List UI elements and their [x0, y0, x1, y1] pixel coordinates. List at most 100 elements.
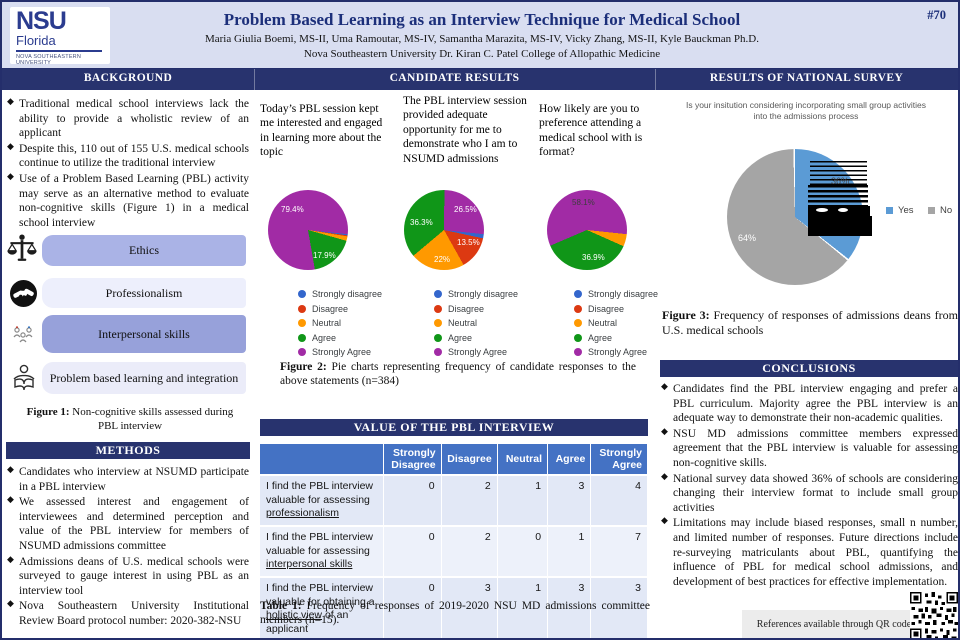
poster-title: Problem Based Learning as an Interview T… [223, 10, 741, 29]
legend-dot [574, 304, 582, 313]
legend-label: Strongly disagree [588, 289, 659, 300]
legend-label: Agree [588, 332, 613, 343]
table-cell: 4 [590, 474, 648, 527]
legend-dot [298, 333, 306, 342]
conclusions-bullet: NSU MD admissions committee members expr… [661, 427, 958, 471]
figure1-caption: Figure 1: Non-cognitive skills assessed … [16, 406, 244, 434]
legend-dot [298, 319, 306, 328]
figure1-caption-text: Non-cognitive skills assessed during PBL… [69, 406, 234, 432]
table-header: Strongly Disagree [383, 444, 442, 476]
pie3-legend: Strongly disagree Disagree Neutral Agree… [574, 287, 658, 360]
pie1-legend: Strongly disagree Disagree Neutral Agree… [298, 287, 382, 360]
figure3-caption-label: Figure 3: [662, 308, 710, 322]
legend-label: Yes [898, 205, 914, 216]
pie1-label-agree: 17.9% [313, 251, 336, 260]
legend-label: Neutral [448, 318, 478, 329]
render-artifact [808, 216, 872, 236]
legend-item: Agree [434, 331, 518, 346]
table-cell: 0 [383, 575, 442, 638]
statement-3: How likely are you to preference attendi… [539, 103, 643, 159]
column-separator [254, 69, 255, 90]
legend-item: Disagree [434, 302, 518, 317]
legend-label: Disagree [588, 303, 625, 314]
table-cell: 0 [383, 474, 442, 527]
table-cell: 2 [441, 474, 498, 527]
render-artifact [810, 161, 867, 185]
legend-label: Strongly Agree [312, 347, 372, 358]
table-row: I find the PBL interview valuable for ob… [260, 575, 648, 638]
table-cell: 1 [547, 525, 592, 577]
legend-dot [574, 319, 582, 328]
table-row: I find the PBL interview valuable for as… [260, 474, 648, 527]
table-cell: 1 [497, 575, 549, 638]
background-bullet: Traditional medical school interviews la… [7, 97, 249, 141]
poster-number: #70 [927, 8, 946, 22]
poster-authors: Maria Giulia Boemi, MS-II, Uma Ramoutar,… [204, 33, 759, 45]
table1-caption: Table 1: Frequency of responses of 2019-… [260, 599, 650, 628]
table-cell: 3 [590, 575, 648, 638]
figure2-caption-text: Pie charts representing frequency of can… [280, 361, 637, 388]
legend-item: Agree [574, 331, 658, 346]
methods-bullets: Candidates who interview at NSUMD partic… [7, 465, 249, 630]
figure3-legend-no: No [928, 205, 952, 216]
table-header: Neutral [497, 444, 549, 476]
pie2-label-disagree: 13.5% [457, 238, 480, 247]
figure3-legend-yes: Yes [886, 205, 914, 216]
value-table: Strongly Disagree Disagree Neutral Agree… [260, 444, 648, 638]
legend-dot [298, 290, 306, 299]
value-table-header: VALUE OF THE PBL INTERVIEW [260, 419, 648, 436]
render-artifact [808, 185, 868, 206]
figure2-caption-label: Figure 2: [280, 361, 327, 373]
header [2, 2, 958, 69]
legend-dot [574, 290, 582, 299]
people-group-icon [10, 323, 36, 347]
legend-item: Disagree [298, 302, 382, 317]
figure1-label-pbl: Problem based learning and integration [49, 370, 239, 385]
pie2-legend: Strongly disagree Disagree Neutral Agree… [434, 287, 518, 360]
table-cell: 3 [547, 474, 592, 527]
figure3-caption: Figure 3: Frequency of responses of admi… [662, 308, 958, 338]
conclusions-bullets: Candidates find the PBL interview engagi… [661, 382, 958, 590]
figure1-label-ethics: Ethics [129, 243, 159, 257]
qr-code [910, 592, 958, 638]
background-bullet: Use of a Problem Based Learning (PBL) ac… [7, 172, 249, 230]
legend-dot [574, 348, 582, 357]
table-header-blank [260, 444, 384, 476]
legend-dot [434, 290, 442, 299]
legend-label: Strongly disagree [312, 289, 383, 300]
legend-item: Neutral [434, 316, 518, 331]
table-header: Strongly Agree [590, 444, 648, 476]
nsu-logo: NSU Florida NOVA SOUTHEASTERN UNIVERSITY [10, 7, 110, 66]
pie3-label-strongly-agree: 58.1% [572, 198, 595, 207]
statement-1: Today’s PBL session kept me interested a… [260, 103, 383, 159]
scales-icon [6, 233, 38, 267]
handshake-icon [8, 278, 38, 308]
pie2-label-neutral: 22% [434, 255, 451, 264]
reading-person-icon [9, 362, 39, 392]
figure1-banner-interpersonal: Interpersonal skills [42, 315, 246, 353]
section-header-candidate-results: CANDIDATE RESULTS [389, 72, 520, 84]
background-bullet: Despite this, 110 out of 155 U.S. medica… [7, 142, 249, 171]
table-cell: 0 [497, 525, 549, 577]
legend-label: Disagree [448, 303, 485, 314]
pie-chart-preference [547, 190, 627, 270]
conclusions-bullet: National survey data showed 36% of schoo… [661, 472, 958, 516]
legend-item: Strongly Agree [574, 345, 658, 360]
table-cell: 7 [590, 525, 648, 577]
table-row-label: I find the PBL interview valuable for as… [260, 525, 384, 577]
pie-chart-opportunity [404, 190, 484, 270]
figure1-banner-pbl: Problem based learning and integration [42, 362, 246, 394]
legend-dot [574, 333, 582, 342]
conclusions-bullet: Candidates find the PBL interview engagi… [661, 382, 958, 426]
legend-dot [298, 304, 306, 313]
figure1-caption-label: Figure 1: [26, 406, 70, 418]
table-header: Disagree [441, 444, 498, 476]
figure3-label-no: 64% [738, 233, 757, 243]
logo-florida-text: Florida [16, 33, 56, 48]
column-separator [655, 69, 656, 90]
table-row-label: I find the PBL interview valuable for as… [260, 474, 384, 527]
conclusions-header: CONCLUSIONS [660, 360, 958, 377]
figure2-caption: Figure 2: Pie charts representing freque… [280, 360, 636, 389]
references-note: References available through QR code [742, 610, 926, 638]
legend-item: Neutral [574, 316, 658, 331]
